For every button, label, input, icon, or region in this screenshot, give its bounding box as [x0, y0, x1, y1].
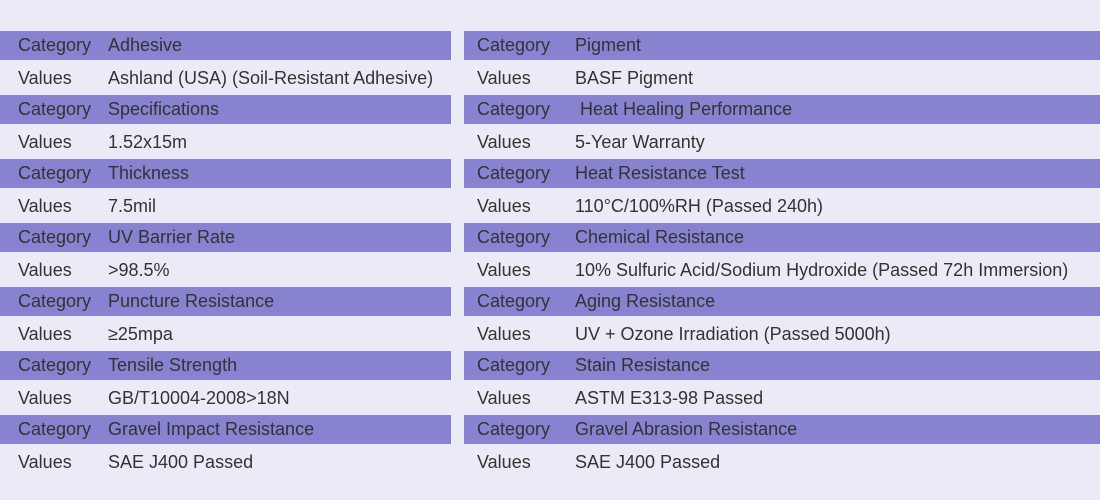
- row-text: >98.5%: [108, 260, 170, 280]
- row-label: Values: [477, 324, 531, 344]
- row-label: Values: [477, 68, 531, 88]
- row-label: Category: [477, 35, 551, 55]
- row-label: Category: [477, 419, 551, 439]
- row-text: ≥25mpa: [108, 324, 173, 344]
- row-text: 1.52x15m: [108, 132, 188, 152]
- values-row: Values 1.52x15m: [0, 127, 451, 159]
- row-text: Ashland (USA) (Soil-Resistant Adhesive): [108, 68, 434, 88]
- category-row: Category Specifications: [0, 95, 451, 124]
- row-text: Puncture Resistance: [108, 291, 275, 311]
- spec-table: Category Adhesive Values Ashland (USA) (Soi…: [0, 31, 451, 479]
- row-text: Specifications: [108, 99, 220, 119]
- row-label: Category: [477, 227, 551, 247]
- row-label: Category: [18, 355, 92, 375]
- row-text: 5-Year Warranty: [575, 132, 705, 152]
- row-text: Gravel Impact Resistance: [108, 419, 315, 439]
- row-text: 7.5mil: [108, 196, 157, 216]
- row-text: Heat Resistance Test: [575, 163, 745, 183]
- category-row: Category Thickness: [0, 159, 451, 188]
- values-row: Values GB/T10004-2008>18N: [0, 383, 451, 415]
- values-row: Values BASF Pigment: [464, 63, 1100, 95]
- category-row: Category Gravel Impact Resistance: [0, 415, 451, 444]
- row-label: Values: [477, 452, 531, 472]
- values-row: Values ≥25mpa: [0, 319, 451, 351]
- row-label: Category: [18, 35, 92, 55]
- row-label: Category: [18, 163, 92, 183]
- row-text: 110°C/100%RH (Passed 240h): [575, 196, 824, 216]
- row-label: Values: [18, 68, 72, 88]
- values-row: Values 110°C/100%RH (Passed 240h): [464, 191, 1100, 223]
- category-row: Category Heat Resistance Test: [464, 159, 1100, 188]
- values-row: Values 10% Sulfuric Acid/Sodium Hydroxide…: [464, 255, 1100, 287]
- category-row: Category Gravel Abrasion Resistance: [464, 415, 1100, 444]
- row-label: Values: [18, 452, 72, 472]
- category-row: Category Stain Resistance: [464, 351, 1100, 380]
- row-text: Chemical Resistance: [575, 227, 745, 247]
- row-label: Category: [18, 227, 92, 247]
- row-label: Values: [18, 324, 72, 344]
- row-label: Category: [477, 355, 551, 375]
- row-label: Values: [477, 388, 531, 408]
- category-row: Category Pigment: [464, 31, 1100, 60]
- row-text: Adhesive: [108, 35, 183, 55]
- category-row: Category Heat Healing Performance: [464, 95, 1100, 124]
- row-label: Category: [18, 419, 92, 439]
- category-row: Category Chemical Resistance: [464, 223, 1100, 252]
- row-text: UV Barrier Rate: [108, 227, 236, 247]
- category-row: Category Adhesive: [0, 31, 451, 60]
- values-row: Values 5-Year Warranty: [464, 127, 1100, 159]
- row-text: Aging Resistance: [575, 291, 716, 311]
- row-label: Values: [18, 388, 72, 408]
- values-row: Values SAE J400 Passed: [464, 447, 1100, 479]
- row-label: Values: [18, 196, 72, 216]
- row-label: Category: [477, 291, 551, 311]
- spec-table: Category Pigment Values BASF Pigment Categor…: [464, 31, 1100, 479]
- values-row: Values SAE J400 Passed: [0, 447, 451, 479]
- values-row: Values Ashland (USA) (Soil-Resistant Adhe…: [0, 63, 451, 95]
- category-row: Category Aging Resistance: [464, 287, 1100, 316]
- values-row: Values 7.5mil: [0, 191, 451, 223]
- values-row: Values ASTM E313-98 Passed: [464, 383, 1100, 415]
- row-text: Thickness: [108, 163, 190, 183]
- row-label: Values: [477, 260, 531, 280]
- row-text: Stain Resistance: [575, 355, 711, 375]
- row-label: Category: [18, 291, 92, 311]
- row-text: Heat Healing Performance: [575, 99, 793, 119]
- row-label: Category: [18, 99, 92, 119]
- row-text: SAE J400 Passed: [108, 452, 254, 472]
- row-text: Gravel Abrasion Resistance: [575, 419, 798, 439]
- category-row: Category Puncture Resistance: [0, 287, 451, 316]
- row-label: Category: [477, 163, 551, 183]
- category-row: Category Tensile Strength: [0, 351, 451, 380]
- row-text: UV + Ozone Irradiation (Passed 5000h): [575, 324, 891, 344]
- row-label: Values: [477, 132, 531, 152]
- row-text: Tensile Strength: [108, 355, 238, 375]
- row-label: Values: [18, 260, 72, 280]
- row-label: Category: [477, 99, 551, 119]
- row-text: GB/T10004-2008>18N: [108, 388, 290, 408]
- values-row: Values UV + Ozone Irradiation (Passed 500…: [464, 319, 1100, 351]
- values-row: Values >98.5%: [0, 255, 451, 287]
- row-text: Pigment: [575, 35, 642, 55]
- row-text: ASTM E313-98 Passed: [575, 388, 764, 408]
- row-label: Values: [18, 132, 72, 152]
- row-text: BASF Pigment: [575, 68, 694, 88]
- category-row: Category UV Barrier Rate: [0, 223, 451, 252]
- row-label: Values: [477, 196, 531, 216]
- row-text: SAE J400 Passed: [575, 452, 721, 472]
- row-text: 10% Sulfuric Acid/Sodium Hydroxide (Pass…: [575, 260, 1069, 280]
